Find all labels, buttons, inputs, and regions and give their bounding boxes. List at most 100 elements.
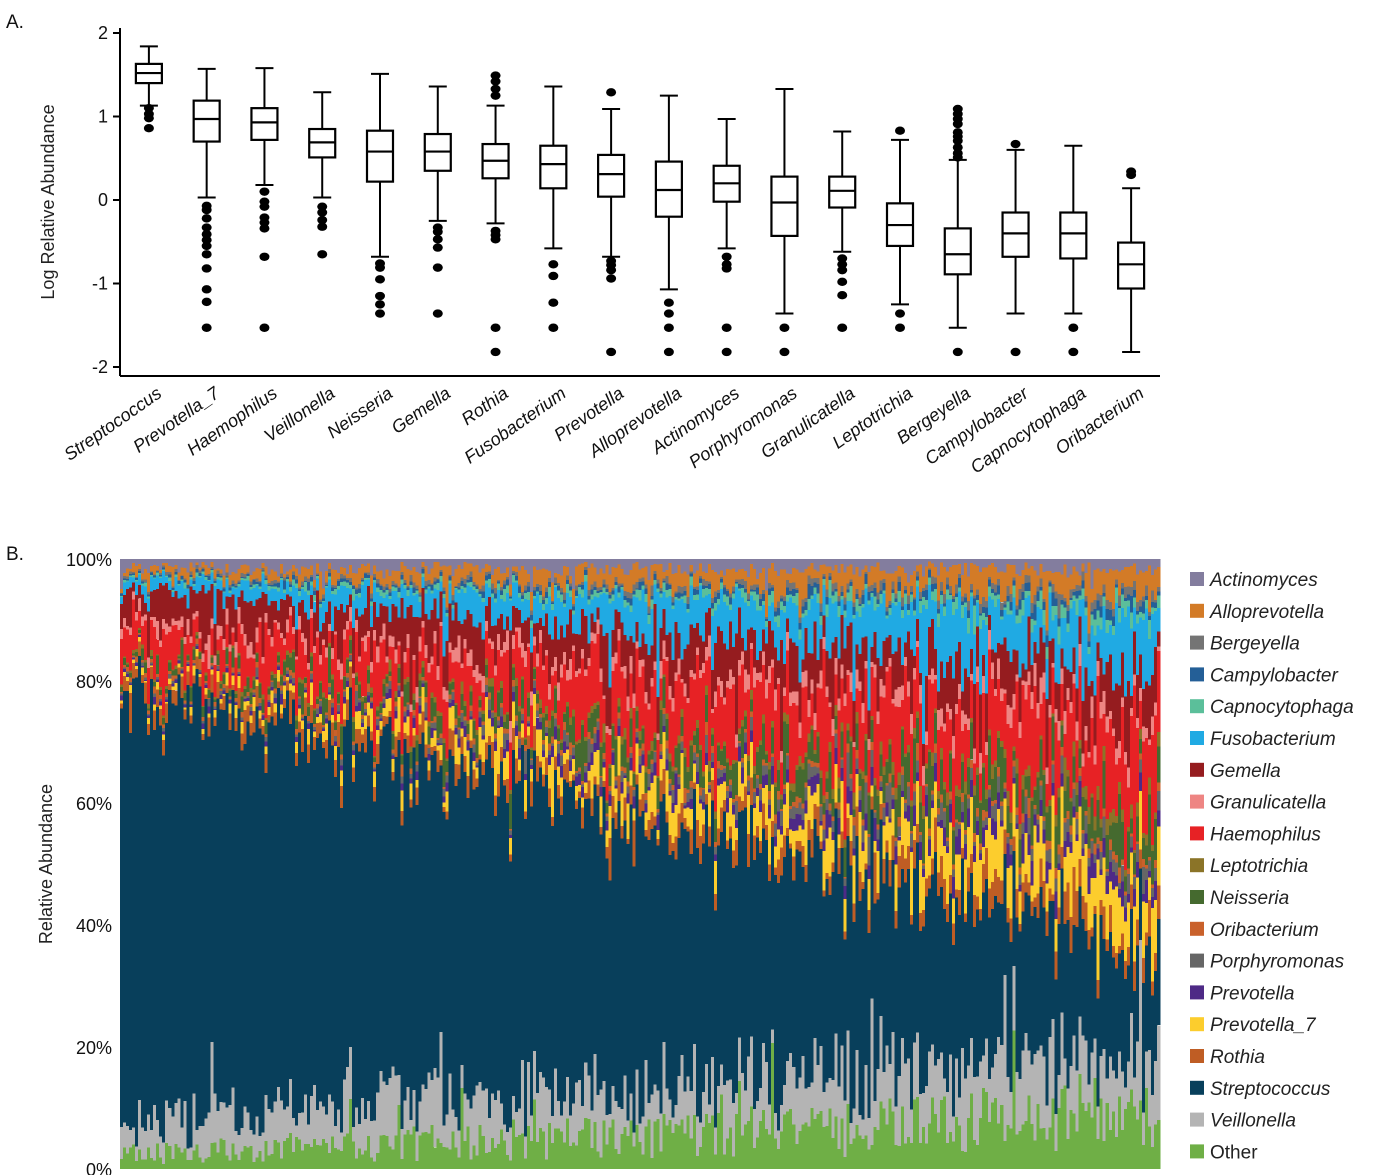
segment-campylobacter [385, 587, 389, 590]
segment-capnocytophaga [545, 597, 549, 605]
segment-streptococcus [520, 744, 525, 1061]
segment-alloprevotella [300, 566, 305, 582]
segment-prevotella-7 [457, 747, 462, 765]
segment-campylobacter [608, 595, 612, 599]
segment-neisseria [430, 697, 435, 722]
segment-other [505, 1155, 510, 1169]
segment-actinomyces [123, 559, 127, 573]
segment-gemella [324, 612, 329, 648]
segment-streptococcus [394, 757, 398, 1076]
segment-neisseria [566, 706, 570, 733]
segment-actinomyces [153, 559, 157, 566]
segment-gemella [674, 621, 679, 673]
sample-bar [171, 559, 175, 1169]
segment-haemophilus [557, 700, 561, 726]
segment-actinomyces [421, 559, 426, 563]
segment-veillonella [780, 1105, 784, 1132]
segment-prevotella-7 [638, 772, 643, 800]
segment-oribacterium [780, 808, 784, 811]
segment-veillonella [671, 1117, 676, 1133]
segment-oribacterium [430, 721, 435, 723]
segment-neisseria [252, 680, 257, 690]
segment-granulicatella [397, 641, 401, 646]
sample-bar [680, 559, 685, 1169]
segment-oribacterium [665, 740, 670, 749]
segment-neisseria [656, 778, 661, 810]
segment-prevotella-7 [138, 636, 142, 642]
segment-porphyromonas [258, 703, 263, 707]
segment-campylobacter [650, 595, 655, 600]
segment-prevotella-7 [388, 698, 392, 711]
segment-capnocytophaga [285, 579, 290, 582]
segment-haemophilus [768, 683, 772, 762]
segment-capnocytophaga [638, 590, 643, 601]
segment-veillonella [340, 1132, 344, 1151]
segment-haemophilus [734, 747, 739, 761]
segment-bergeyella [566, 575, 570, 581]
segment-other [671, 1132, 676, 1169]
segment-haemophilus [204, 650, 209, 673]
segment-bergeyella [578, 583, 582, 586]
segment-other [596, 1151, 600, 1169]
sample-bar [740, 559, 745, 1169]
segment-oribacterium [792, 802, 796, 807]
segment-haemophilus [475, 682, 480, 730]
segment-oribacterium [358, 698, 362, 700]
segment-rothia [385, 716, 389, 724]
segment-leptotrichia [228, 688, 233, 691]
sample-bar [448, 559, 453, 1169]
segment-alloprevotella [765, 590, 769, 617]
segment-capnocytophaga [237, 583, 242, 587]
segment-actinomyces [343, 559, 347, 569]
segment-bergeyella [520, 592, 525, 596]
segment-bergeyella [460, 577, 465, 582]
segment-prevotella [355, 706, 359, 712]
segment-prevotella [632, 796, 637, 809]
segment-other [180, 1152, 184, 1169]
segment-other [662, 1114, 667, 1169]
segment-prevotella [686, 801, 691, 808]
segment-alloprevotella [614, 567, 618, 578]
segment-neisseria [514, 685, 519, 716]
segment-prevotella [436, 742, 441, 746]
segment-neisseria [343, 677, 347, 690]
segment-granulicatella [502, 641, 507, 653]
sample-bar [725, 559, 730, 1169]
segment-other [653, 1121, 658, 1169]
segment-prevotella-7 [602, 767, 606, 781]
segment-capnocytophaga [536, 591, 540, 594]
segment-veillonella [126, 1125, 130, 1154]
segment-oribacterium [210, 662, 215, 666]
segment-porphyromonas [309, 673, 314, 680]
segment-bergeyella [548, 577, 552, 583]
sample-bar [753, 559, 757, 1169]
segment-capnocytophaga [771, 590, 775, 603]
segment-capnocytophaga [731, 593, 736, 599]
segment-fusobacterium [279, 579, 284, 599]
segment-rothia [831, 862, 836, 873]
segment-prevotella-7 [484, 696, 489, 743]
segment-haemophilus [183, 643, 187, 691]
segment-campylobacter [279, 576, 284, 579]
segment-actinomyces [783, 559, 787, 570]
segment-streptococcus [783, 856, 787, 1085]
segment-bergeyella [816, 577, 820, 585]
segment-porphyromonas [581, 784, 585, 788]
segment-gemella [599, 624, 603, 669]
segment-alloprevotella [321, 588, 326, 595]
segment-granulicatella [439, 622, 444, 626]
segment-neisseria [517, 711, 522, 732]
segment-bergeyella [557, 583, 561, 586]
segment-capnocytophaga [373, 579, 377, 583]
segment-veillonella [728, 1079, 733, 1128]
segment-prevotella [813, 775, 817, 793]
segment-veillonella [822, 1091, 826, 1127]
segment-other [315, 1145, 320, 1169]
segment-bergeyella [581, 582, 585, 586]
segment-neisseria [734, 762, 739, 796]
segment-capnocytophaga [282, 589, 287, 594]
segment-oribacterium [499, 702, 504, 708]
segment-prevotella [153, 697, 157, 705]
segment-other [370, 1157, 374, 1169]
segment-fusobacterium [722, 602, 727, 644]
